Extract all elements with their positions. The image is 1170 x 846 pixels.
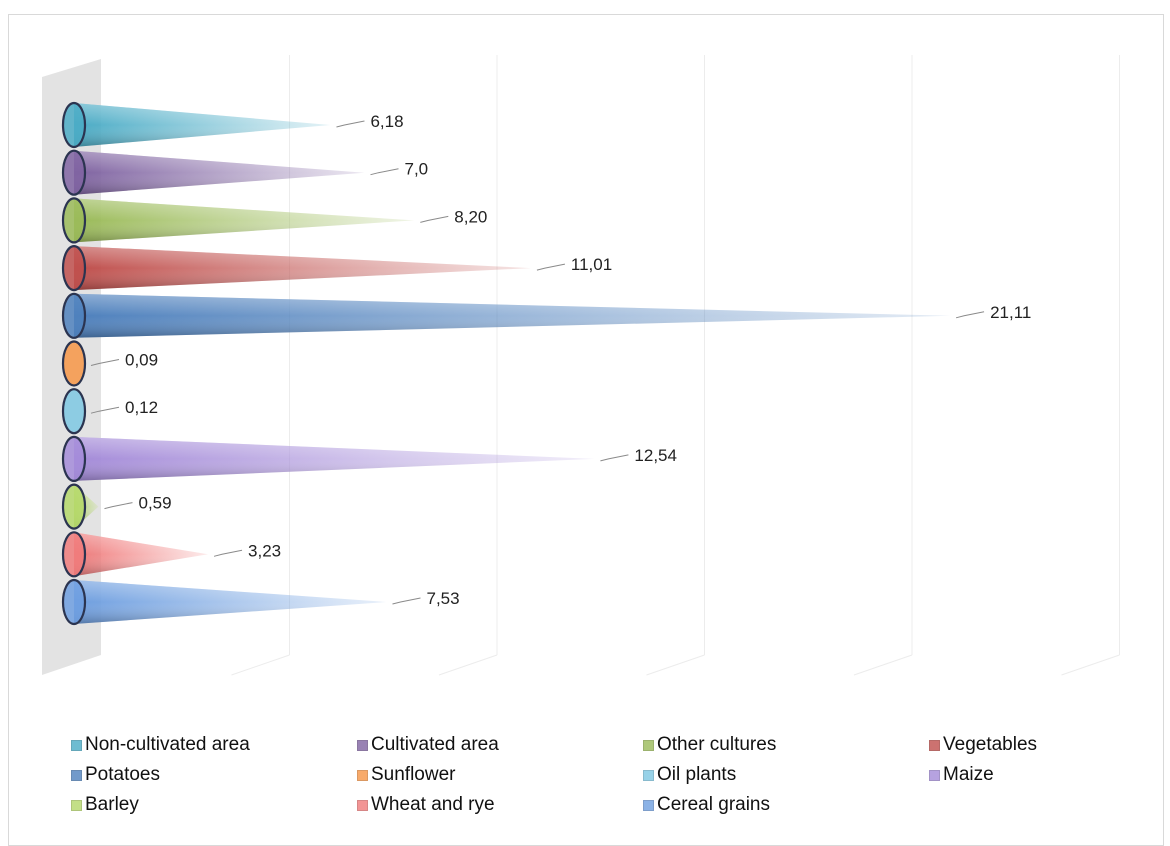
data-label: 8,20	[454, 207, 487, 226]
cone-shading	[74, 103, 331, 147]
legend-swatch	[71, 739, 82, 751]
cone-shading	[74, 150, 365, 195]
legend-item: Vegetables	[929, 731, 1037, 759]
cone-base	[61, 292, 87, 339]
cone-shading	[74, 293, 951, 338]
legend-label: Wheat and rye	[371, 794, 495, 815]
legend-item: Other cultures	[643, 731, 776, 759]
legend-item: Cultivated area	[357, 731, 499, 759]
data-label: 0,59	[138, 494, 171, 513]
cone-base	[61, 340, 87, 387]
legend-label: Barley	[85, 794, 139, 815]
cone-other-cultures	[61, 197, 415, 244]
cone-oil-plants	[61, 388, 87, 435]
leader-line	[90, 359, 120, 366]
cone-base	[61, 101, 87, 149]
cone-shading	[74, 532, 209, 577]
legend-label: Other cultures	[657, 734, 777, 755]
cone-sunflower	[61, 340, 87, 387]
cone-base	[61, 483, 87, 530]
cone-non-cultivated-area	[61, 101, 331, 149]
leader-line	[420, 215, 449, 223]
legend-item: Potatoes	[71, 761, 160, 789]
legend-swatch	[643, 799, 654, 811]
legend-swatch	[357, 739, 368, 751]
data-label: 3,23	[248, 541, 281, 560]
cone-cereal-grains	[61, 578, 387, 626]
legend-item: Wheat and rye	[357, 791, 495, 819]
cone-series	[61, 101, 951, 626]
legend-item: Maize	[929, 761, 994, 789]
cone-base	[61, 388, 87, 435]
legend-item: Oil plants	[643, 761, 736, 789]
legend-swatch	[929, 739, 940, 751]
cone-cultivated-area	[61, 149, 365, 196]
cone-base	[61, 245, 87, 292]
cone-maize	[61, 435, 595, 482]
legend-swatch	[71, 799, 82, 811]
leader-line	[370, 168, 399, 176]
leader-line	[600, 454, 629, 462]
legend-swatch	[643, 769, 654, 781]
legend-swatch	[357, 799, 368, 811]
leader-line	[90, 406, 120, 414]
cone-vegetables	[61, 245, 531, 292]
data-label: 7,53	[426, 589, 459, 608]
legend-item: Sunflower	[357, 761, 456, 789]
data-label: 11,01	[571, 255, 612, 274]
chart-frame: 6,18 7,0 8,20 11,01 21,11 0,09 0,12 12,54 0,59 3,…	[8, 14, 1164, 846]
legend-item: Cereal grains	[643, 791, 770, 819]
leader-line	[104, 502, 133, 510]
legend-label: Vegetables	[943, 734, 1038, 755]
leader-line	[336, 120, 365, 128]
gridline-floor	[1061, 654, 1120, 676]
data-label: 0,09	[125, 351, 158, 370]
legend-swatch	[929, 769, 940, 781]
legend-item: Non-cultivated area	[71, 731, 250, 759]
gridlines	[231, 55, 1120, 676]
cone-base	[61, 197, 87, 244]
cone-base	[61, 149, 87, 196]
gridline-floor	[853, 654, 913, 676]
legend-label: Maize	[943, 764, 994, 785]
legend-label: Cereal grains	[657, 794, 770, 815]
cone-base	[61, 531, 87, 578]
data-label: 12,54	[634, 446, 677, 465]
cone-base	[61, 578, 87, 626]
gridline-floor	[438, 654, 498, 676]
gridline-floor	[231, 654, 290, 676]
legend-label: Potatoes	[85, 764, 160, 785]
cone-shading	[74, 198, 415, 243]
legend-swatch	[71, 769, 82, 781]
cone-base	[61, 435, 87, 482]
legend-swatch	[643, 739, 654, 751]
cone-potatoes	[61, 292, 951, 339]
leader-line	[536, 263, 566, 271]
legend-label: Sunflower	[371, 764, 456, 785]
legend-label: Non-cultivated area	[85, 734, 250, 755]
data-label: 7,0	[405, 160, 429, 179]
leader-line	[392, 597, 421, 605]
cone-shading	[74, 580, 387, 624]
legend-label: Cultivated area	[371, 734, 499, 755]
leader-line	[213, 549, 243, 557]
data-label: 21,11	[990, 303, 1031, 322]
legend-label: Oil plants	[657, 764, 737, 785]
gridline-floor	[646, 654, 705, 676]
cone-chart: 6,18 7,0 8,20 11,01 21,11 0,09 0,12 12,54 0,59 3,…	[42, 55, 1120, 676]
cone-barley	[61, 483, 99, 530]
data-label: 6,18	[370, 112, 403, 131]
data-labels: 6,18 7,0 8,20 11,01 21,11 0,09 0,12 12,54 0,59 3,…	[90, 112, 1031, 608]
data-label: 0,12	[125, 398, 158, 417]
cone-shading	[74, 436, 595, 481]
cone-wheat-and-rye	[61, 531, 209, 578]
legend-item: Barley	[71, 791, 139, 819]
leader-line	[955, 311, 985, 319]
cone-shading	[74, 246, 531, 291]
legend-swatch	[357, 769, 368, 781]
